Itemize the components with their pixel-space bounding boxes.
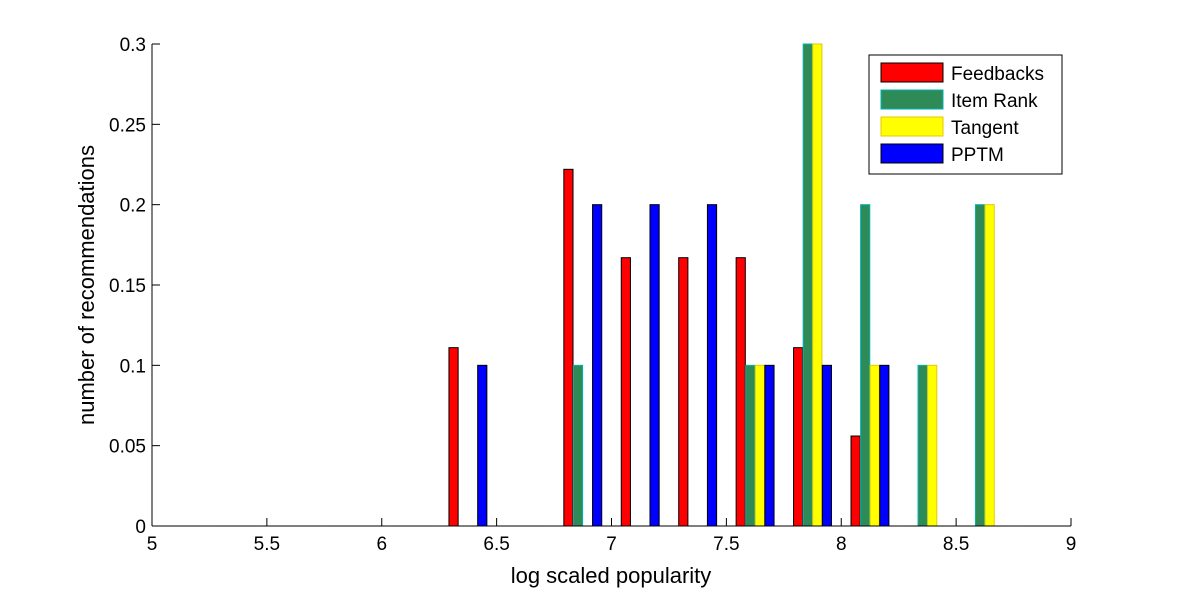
bar-tangent-11 <box>812 43 823 527</box>
bar-feedbacks-9 <box>678 257 689 527</box>
bar-tangent-10 <box>754 364 765 527</box>
legend-label-item-rank: Item Rank <box>951 91 1038 112</box>
bar-tangent-12 <box>869 364 880 527</box>
legend-swatch-pptm <box>880 143 944 164</box>
x-axis-label: log scaled popularity <box>511 563 712 588</box>
y-tick-label-6: 0.3 <box>120 35 146 56</box>
bar-pptm-12 <box>879 364 890 527</box>
bar-feedbacks-10 <box>735 257 746 527</box>
y-tick-label-1: 0.05 <box>109 437 146 458</box>
x-tick-label-7: 8.5 <box>943 534 969 555</box>
bar-feedbacks-7 <box>563 168 574 527</box>
bar-pptm-11 <box>821 364 832 527</box>
x-tick-label-6: 8 <box>836 534 847 555</box>
bar-pptm-5 <box>477 364 488 527</box>
bar-pptm-10 <box>764 364 775 527</box>
y-tick-label-3: 0.15 <box>109 276 146 297</box>
bar-feedbacks-12 <box>850 435 861 527</box>
y-axis-label: number of recommendations <box>74 145 99 425</box>
x-tick-label-5: 7.5 <box>713 534 739 555</box>
bar-pptm-7 <box>592 204 603 527</box>
x-tick-label-2: 6 <box>376 534 387 555</box>
bar-item-rank-12 <box>860 204 871 527</box>
y-tick-label-4: 0.2 <box>120 196 146 217</box>
x-tick-label-4: 7 <box>606 534 617 555</box>
bar-item-rank-14 <box>974 204 986 527</box>
legend-swatch-tangent <box>880 116 944 137</box>
legend-swatch-item-rank <box>880 89 944 110</box>
legend-label-pptm: PPTM <box>951 145 1004 166</box>
bar-feedbacks-11 <box>793 347 804 527</box>
bar-item-rank-10 <box>745 364 756 527</box>
bar-item-rank-7 <box>572 364 584 527</box>
ticks-layer: 5 5.5 6 6.5 7 7.5 8 8.5 9 0 0.05 0.1 0.15 0.2 0.25 0.3 <box>109 35 1076 555</box>
legend-swatch-feedbacks <box>880 62 944 83</box>
y-tick-label-2: 0.1 <box>120 356 146 377</box>
bar-pptm-9 <box>706 204 718 527</box>
bar-feedbacks-8 <box>620 257 631 527</box>
legend-label-feedbacks: Feedbacks <box>951 64 1044 85</box>
bar-item-rank-11 <box>802 43 813 527</box>
bar-tangent-13 <box>927 364 938 527</box>
x-tick-label-8: 9 <box>1066 534 1077 555</box>
x-tick-label-0: 5 <box>147 534 158 555</box>
x-tick-label-1: 5.5 <box>254 534 280 555</box>
y-tick-label-5: 0.25 <box>109 115 146 136</box>
bar-pptm-8 <box>649 204 660 527</box>
x-tick-label-3: 6.5 <box>483 534 509 555</box>
legend: Feedbacks Item Rank Tangent PPTM <box>868 54 1063 175</box>
legend-label-tangent: Tangent <box>951 118 1019 139</box>
bar-item-rank-13 <box>917 364 928 527</box>
bars-layer <box>161 43 1062 527</box>
bar-feedbacks-5 <box>448 347 459 527</box>
bar-tangent-14 <box>984 204 995 527</box>
y-tick-label-0: 0 <box>135 517 146 538</box>
